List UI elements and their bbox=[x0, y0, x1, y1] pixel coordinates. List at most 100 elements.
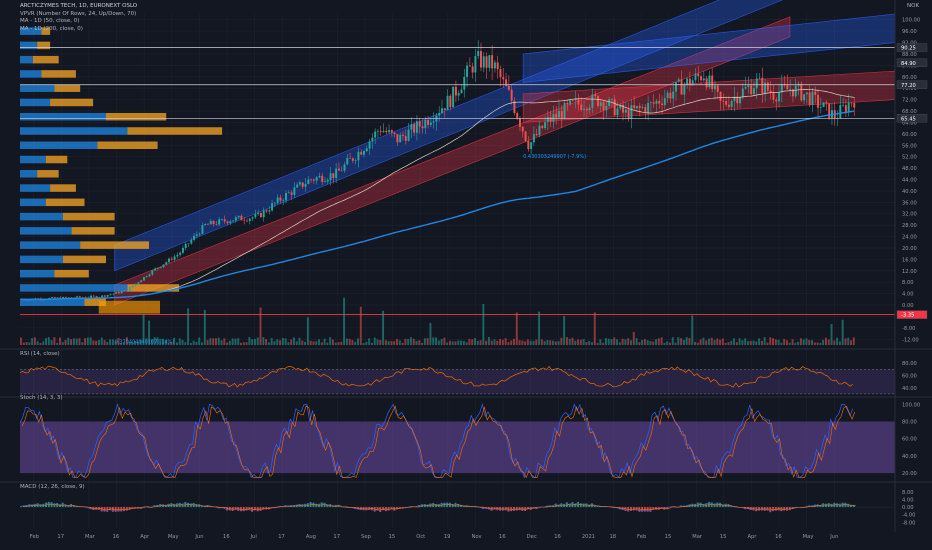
volume-bar bbox=[167, 342, 170, 345]
candle-body bbox=[741, 88, 744, 98]
candle-body bbox=[819, 106, 822, 108]
volume-bar bbox=[535, 339, 538, 345]
candle-body bbox=[156, 267, 159, 269]
candle-body bbox=[404, 136, 407, 141]
macd-bar bbox=[758, 507, 761, 511]
ma200-legend[interactable]: MA - 1D (200, close, 0) bbox=[20, 25, 83, 32]
candle-body bbox=[624, 109, 627, 113]
candle-body bbox=[446, 95, 449, 111]
candle bbox=[123, 290, 126, 292]
volume-bar bbox=[741, 340, 744, 345]
macd-bar bbox=[652, 507, 655, 510]
candle-body bbox=[457, 93, 460, 96]
candle-body bbox=[474, 56, 477, 73]
candle-body bbox=[622, 104, 625, 113]
volume-bar bbox=[376, 339, 379, 345]
candle bbox=[624, 101, 627, 120]
candle-body bbox=[106, 294, 109, 297]
candle-body bbox=[638, 106, 641, 108]
volume-bar bbox=[691, 315, 694, 345]
stoch-axis-label: 20.00 bbox=[902, 471, 917, 477]
candle-body bbox=[259, 213, 262, 218]
date-axis-label: 16 bbox=[499, 534, 506, 540]
candle-body bbox=[619, 104, 622, 109]
ma50-legend[interactable]: MA - 1D (50, close, 0) bbox=[20, 18, 80, 24]
candle bbox=[546, 110, 549, 131]
volume-bar bbox=[270, 338, 273, 345]
macd-bar bbox=[493, 507, 496, 510]
candle-body bbox=[627, 109, 630, 119]
candle bbox=[722, 93, 725, 111]
candle bbox=[644, 104, 647, 120]
candle bbox=[168, 257, 170, 264]
volume-bar bbox=[655, 339, 658, 345]
candle bbox=[393, 132, 396, 138]
macd-bar bbox=[638, 507, 641, 512]
candle bbox=[563, 100, 566, 120]
volume-bar bbox=[529, 340, 532, 345]
volume-bar bbox=[485, 340, 488, 345]
volume-bar bbox=[724, 342, 727, 345]
vpvr-up-bar bbox=[20, 98, 51, 107]
candle-body bbox=[791, 89, 794, 97]
candle-body bbox=[822, 102, 825, 107]
volume-bar bbox=[401, 342, 404, 345]
volume-bar bbox=[593, 312, 596, 345]
volume-bar bbox=[415, 340, 418, 345]
candle-body bbox=[847, 102, 850, 112]
candle-body bbox=[212, 220, 215, 225]
volume-bar bbox=[173, 337, 176, 345]
volume-bar bbox=[201, 342, 204, 345]
volume-bar bbox=[666, 341, 669, 345]
candle-body bbox=[103, 295, 106, 297]
volume-bar bbox=[490, 340, 493, 345]
volume-bar bbox=[145, 338, 148, 345]
candle-body bbox=[641, 107, 644, 108]
candle bbox=[822, 102, 825, 108]
vpvr-legend[interactable]: VPVR (Number Of Rows, 24, Up/Down, 70) bbox=[20, 10, 137, 17]
candle bbox=[658, 93, 661, 110]
candle bbox=[312, 178, 315, 184]
candle bbox=[117, 291, 120, 295]
volume-bar bbox=[153, 337, 156, 345]
volume-bar bbox=[318, 339, 320, 345]
volume-bar bbox=[671, 337, 674, 345]
volume-bar bbox=[705, 340, 708, 345]
candle bbox=[666, 89, 669, 103]
volume-bar bbox=[396, 338, 398, 345]
candle-body bbox=[516, 113, 519, 119]
candle-body bbox=[580, 104, 583, 110]
symbol-line[interactable]: ARCTICZYMES TECH, 1D, EURONEXT OSLO bbox=[20, 3, 138, 9]
rsi-title[interactable]: RSI (14, close) bbox=[20, 351, 60, 357]
vpvr-down-bar bbox=[97, 141, 158, 150]
candle-body bbox=[842, 105, 845, 106]
volume-bar bbox=[343, 297, 346, 345]
candle-body bbox=[92, 295, 95, 297]
date-axis-label: 15 bbox=[720, 534, 727, 540]
vpvr-down-bar bbox=[37, 41, 51, 50]
volume-bar bbox=[25, 342, 28, 345]
date-axis-label: 15 bbox=[389, 534, 396, 540]
macd-title[interactable]: MACD (12, 26, close, 9) bbox=[20, 484, 85, 490]
vpvr-up-bar bbox=[20, 298, 85, 306]
candle bbox=[298, 180, 301, 187]
vpvr-down-bar bbox=[127, 284, 180, 292]
macd-bar bbox=[61, 502, 64, 508]
volume-bar bbox=[70, 339, 73, 345]
volume-bar bbox=[426, 338, 429, 345]
candle-body bbox=[766, 82, 769, 91]
candle-body bbox=[502, 77, 505, 80]
price-axis-label: 40.00 bbox=[902, 189, 917, 195]
candle-body bbox=[471, 66, 474, 73]
candle-body bbox=[577, 99, 580, 105]
candle bbox=[594, 90, 597, 100]
volume-bar bbox=[510, 340, 513, 345]
volume-bar bbox=[460, 340, 463, 345]
macd-axis-label: 8.00 bbox=[902, 490, 914, 496]
stoch-title[interactable]: Stoch (14, 3, 3) bbox=[20, 395, 63, 401]
volume-bar bbox=[393, 341, 396, 345]
candle-body bbox=[123, 290, 126, 292]
candle-body bbox=[722, 100, 725, 102]
macd-bar bbox=[719, 502, 722, 508]
